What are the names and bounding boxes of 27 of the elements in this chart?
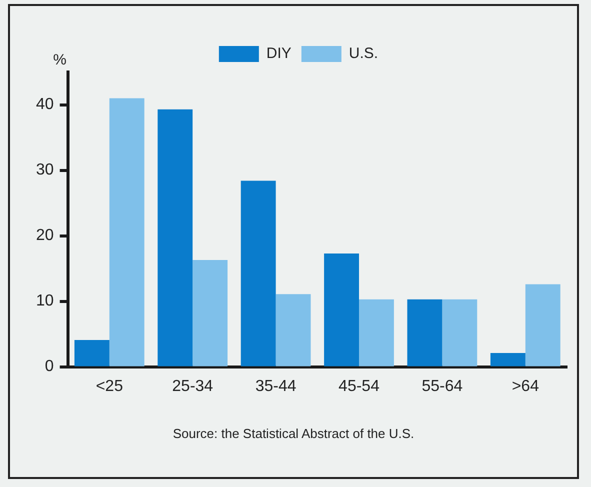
bar bbox=[359, 299, 394, 366]
bar bbox=[407, 299, 442, 366]
x-tick-label: >64 bbox=[512, 378, 540, 395]
bar bbox=[240, 180, 276, 366]
legend-label: U.S. bbox=[348, 45, 378, 62]
bar bbox=[192, 260, 228, 366]
bar bbox=[324, 253, 359, 366]
x-tick-label: 35-44 bbox=[255, 378, 296, 395]
y-tick-label: 30 bbox=[36, 162, 54, 179]
bar bbox=[276, 294, 311, 366]
bar bbox=[158, 109, 193, 366]
bar bbox=[525, 284, 560, 366]
x-tick-label: 55-64 bbox=[422, 378, 463, 395]
legend-label: DIY bbox=[266, 45, 292, 62]
bar bbox=[74, 340, 110, 366]
y-tick-label: 20 bbox=[36, 227, 54, 244]
x-tick-label: 25-34 bbox=[172, 378, 214, 395]
y-tick-label: 0 bbox=[44, 358, 54, 376]
bar bbox=[442, 299, 478, 366]
bar bbox=[109, 98, 144, 366]
source-note: Source: the Statistical Abstract of the U.S. bbox=[172, 426, 416, 441]
x-tick-label: 45-54 bbox=[338, 378, 380, 395]
y-tick-label: 10 bbox=[36, 292, 54, 310]
y-axis-title: % bbox=[53, 52, 66, 69]
y-tick-label: 40 bbox=[36, 96, 54, 114]
x-tick-label: <25 bbox=[96, 378, 124, 395]
bar bbox=[490, 353, 526, 366]
